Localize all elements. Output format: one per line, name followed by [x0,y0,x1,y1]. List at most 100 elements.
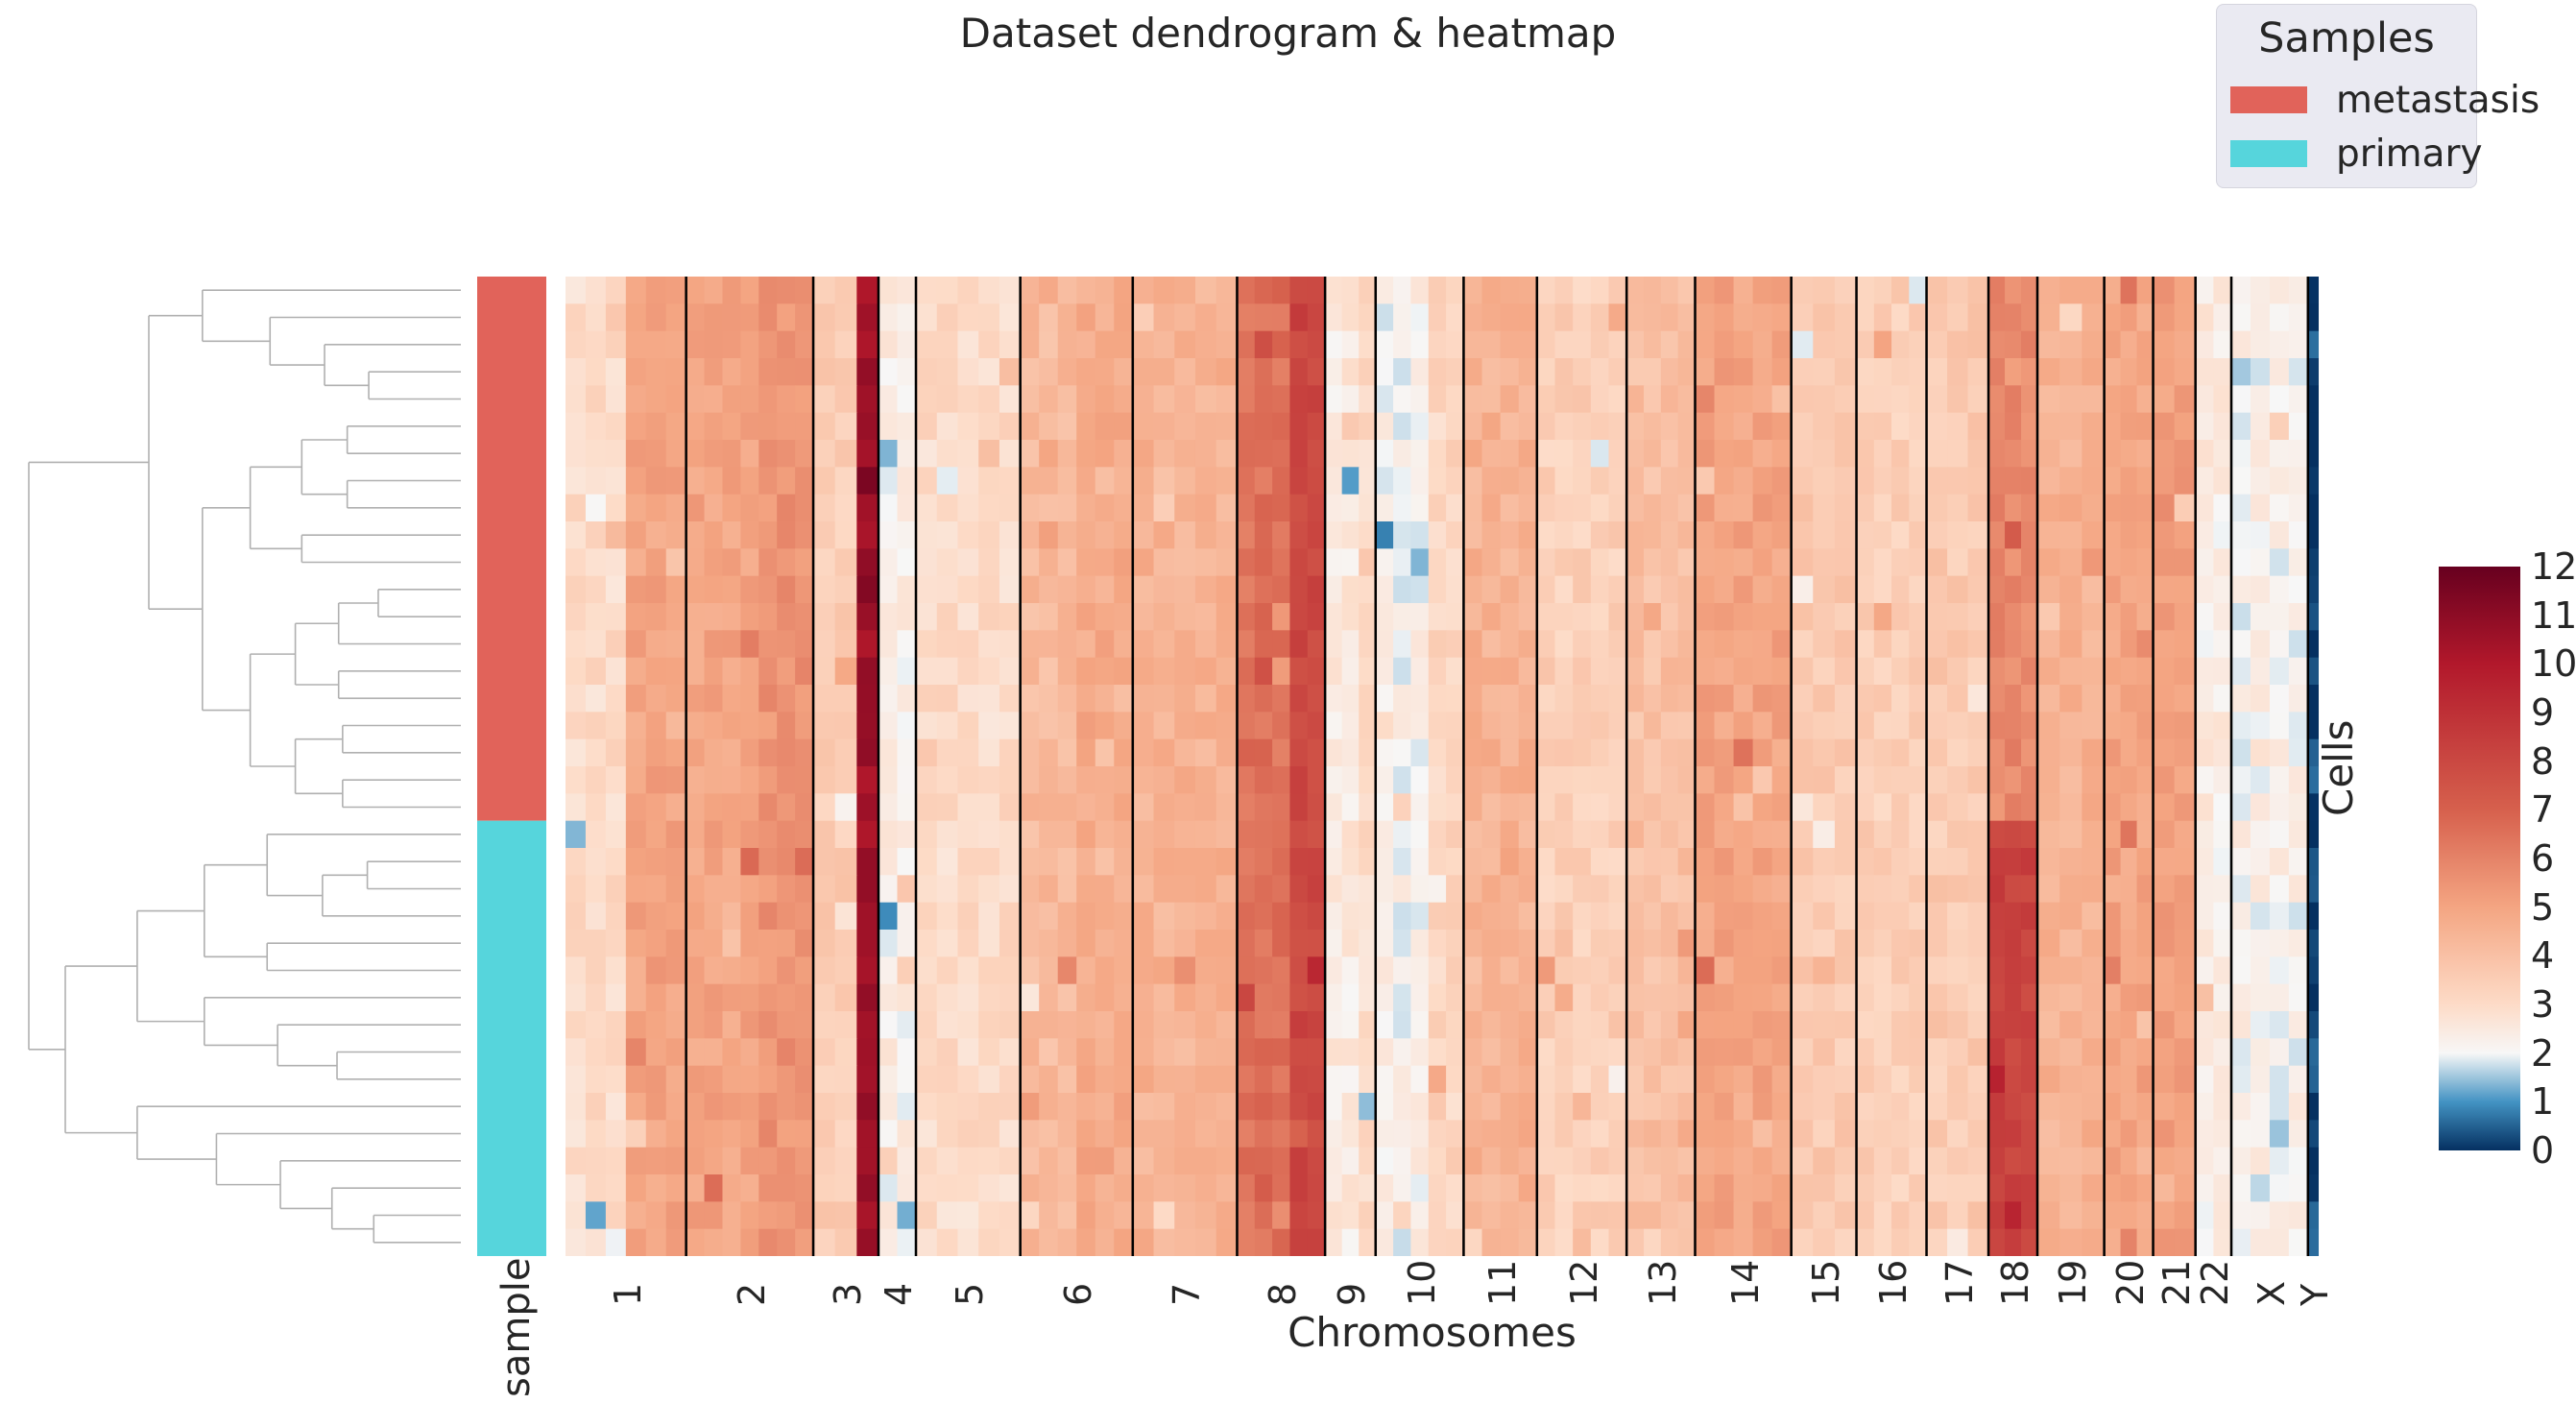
heatmap-cell [978,902,1000,931]
heatmap-cell [1608,848,1628,876]
heatmap-cell [722,575,742,604]
heatmap-cell [1752,766,1773,794]
heatmap-cell [2250,521,2271,549]
heatmap-cell [2059,277,2083,304]
heatmap-cell [1114,1038,1134,1067]
heatmap-cell [2288,820,2309,849]
heatmap-cell [585,603,607,631]
heatmap-cell [1153,277,1176,304]
heatmap-cell [1393,1228,1412,1256]
heatmap-cell [878,685,899,713]
heatmap-cell [2213,603,2233,631]
heatmap-cell [2307,1147,2320,1175]
heatmap-cell [722,1011,742,1039]
heatmap-cell [566,956,587,985]
heatmap-cell [1573,548,1592,577]
heatmap-cell [1752,521,1773,549]
heatmap-cell [1536,440,1556,468]
legend-swatch-metastasis [2230,86,2307,113]
heatmap-cell [1393,548,1412,577]
heatmap-cell [1573,657,1592,686]
heatmap-cell [978,1147,1000,1175]
heatmap-cell [957,521,980,549]
heatmap-cell [665,1120,687,1149]
heatmap-cell [686,848,706,876]
heatmap-cell [722,440,742,468]
heatmap-cell [1114,412,1134,441]
heatmap-cell [665,902,687,931]
heatmap-cell [1988,1201,2007,1230]
heatmap-cell [936,930,959,957]
heatmap-cell [897,1147,918,1175]
heatmap-cell [1752,277,1773,304]
heatmap-cell [957,1201,980,1230]
heatmap-cell [1289,685,1309,713]
heatmap-cell [625,467,647,496]
heatmap-cell [1076,1065,1096,1094]
heatmap-cell [1590,766,1610,794]
heatmap-cell [2269,793,2290,822]
heatmap-cell [1554,1093,1575,1121]
heatmap-cell [1771,1174,1793,1202]
heatmap-cell [686,1093,706,1121]
heatmap-cell [1967,575,1990,604]
heatmap-cell [1114,575,1134,604]
heatmap-cell [978,1228,1000,1256]
heatmap-cell [1926,630,1949,659]
heatmap-cell [1153,358,1176,386]
heatmap-cell [1076,657,1096,686]
legend-entry-primary: primary [2230,130,2483,178]
heatmap-cell [999,1228,1022,1256]
heatmap-cell [1791,738,1815,767]
heatmap-cell [1813,548,1836,577]
annotation-metastasis [477,277,546,821]
heatmap-cell [1947,956,1969,985]
heatmap-cell [978,930,1000,957]
heatmap-cell [1174,575,1196,604]
heatmap-cell [834,1147,858,1175]
heatmap-cell [605,330,627,359]
heatmap-cell [625,412,647,441]
heatmap-cell [1153,303,1176,332]
heatmap-cell [2153,467,2176,496]
heatmap-cell [1947,820,1969,849]
heatmap-cell [1481,467,1502,496]
heatmap-cell [1237,548,1256,577]
heatmap-cell [2005,412,2023,441]
heatmap-cell [2059,820,2083,849]
heatmap-cell [1375,820,1395,849]
heatmap-cell [1237,738,1256,767]
heatmap-cell [916,603,938,631]
heatmap-cell [813,412,836,441]
heatmap-cell [1132,685,1155,713]
heatmap-cell [1216,1093,1239,1121]
heatmap-cell [2082,1228,2106,1256]
heatmap-cell [1359,983,1377,1012]
heatmap-cell [1891,358,1911,386]
heatmap-cell [978,1038,1000,1067]
heatmap-cell [625,630,647,659]
heatmap-cell [645,1201,667,1230]
heatmap-cell [1375,712,1395,740]
heatmap-cell [916,521,938,549]
heatmap-cell [704,1228,724,1256]
heatmap-cell [1714,467,1735,496]
heatmap-cell [1891,685,1911,713]
heatmap-cell [834,1201,858,1230]
colorbar-tick-2: 2 [2531,1031,2555,1075]
x-tick-chr-21: 21 [2155,1259,2198,1306]
heatmap-cell [605,983,627,1012]
heatmap-cell [1500,848,1520,876]
heatmap-cell [1518,956,1538,985]
heatmap-cell [2104,712,2122,740]
heatmap-cell [2136,793,2155,822]
heatmap-cell [1873,385,1893,414]
heatmap-cell [605,358,627,386]
heatmap-cell [1194,412,1217,441]
heatmap-cell [1463,385,1483,414]
heatmap-cell [1428,548,1448,577]
heatmap-cell [1194,956,1217,985]
heatmap-cell [1463,1011,1483,1039]
heatmap-cell [1500,1093,1520,1121]
heatmap-cell [1856,494,1875,522]
